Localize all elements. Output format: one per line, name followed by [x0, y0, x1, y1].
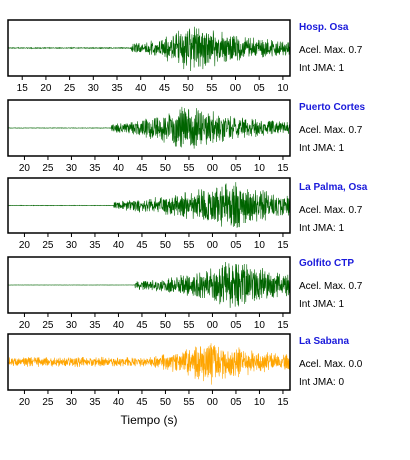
x-tick-label: 55 [206, 83, 218, 94]
station-name: Hosp. Osa [299, 22, 349, 33]
x-tick-label: 35 [89, 320, 101, 331]
x-tick-label: 35 [89, 240, 101, 251]
jma-intensity-label: Int JMA: 1 [299, 299, 345, 310]
waveform-5 [7, 343, 291, 385]
panel-frame-3 [7, 177, 291, 234]
x-tick-label: 50 [160, 320, 172, 331]
jma-intensity-label: Int JMA: 1 [299, 223, 345, 234]
station-name: La Palma, Osa [299, 182, 368, 193]
x-tick-label: 45 [136, 240, 148, 251]
x-tick-label: 25 [42, 320, 54, 331]
x-tick-label: 40 [135, 83, 147, 94]
panel-frame-4 [7, 256, 291, 314]
x-tick-label: 15 [277, 320, 289, 331]
x-tick-label: 30 [66, 397, 78, 408]
x-tick-label: 05 [230, 240, 242, 251]
x-tick-label: 55 [183, 240, 195, 251]
panel-frame-5 [7, 333, 291, 391]
x-tick-label: 00 [207, 163, 219, 174]
x-tick-label: 55 [183, 397, 195, 408]
x-tick-label: 10 [254, 163, 266, 174]
x-tick-label: 45 [136, 397, 148, 408]
waveform-1 [7, 26, 291, 71]
max-acceleration-label: Acel. Max. 0.7 [299, 205, 363, 216]
waveform-3 [7, 182, 291, 228]
x-tick-label: 20 [19, 163, 31, 174]
x-tick-label: 55 [183, 320, 195, 331]
jma-intensity-label: Int JMA: 1 [299, 143, 345, 154]
x-tick-label: 10 [277, 83, 289, 94]
x-tick-label: 05 [254, 83, 266, 94]
x-tick-label: 30 [66, 163, 78, 174]
x-tick-label: 25 [42, 240, 54, 251]
jma-intensity-label: Int JMA: 1 [299, 63, 345, 74]
x-tick-label: 35 [89, 397, 101, 408]
x-tick-label: 50 [160, 163, 172, 174]
x-tick-label: 05 [230, 320, 242, 331]
station-name: Golfito CTP [299, 258, 354, 269]
x-tick-label: 45 [136, 320, 148, 331]
x-tick-label: 40 [113, 397, 125, 408]
x-tick-label: 05 [230, 163, 242, 174]
x-tick-label: 25 [42, 397, 54, 408]
panel-frame-2 [7, 99, 291, 157]
x-tick-label: 45 [136, 163, 148, 174]
waveform-2 [7, 106, 291, 149]
x-tick-label: 05 [230, 397, 242, 408]
jma-intensity-label: Int JMA: 0 [299, 377, 345, 388]
x-tick-label: 25 [64, 83, 76, 94]
x-tick-label: 00 [207, 240, 219, 251]
x-tick-label: 10 [254, 320, 266, 331]
max-acceleration-label: Acel. Max. 0.7 [299, 125, 363, 136]
x-tick-label: 50 [160, 397, 172, 408]
x-tick-label: 15 [17, 83, 29, 94]
station-name: La Sabana [299, 336, 350, 347]
x-tick-label: 35 [89, 163, 101, 174]
x-tick-label: 20 [40, 83, 52, 94]
x-tick-label: 20 [19, 320, 31, 331]
x-tick-label: 10 [254, 397, 266, 408]
x-tick-label: 30 [66, 320, 78, 331]
x-tick-label: 35 [111, 83, 123, 94]
x-tick-label: 55 [183, 163, 195, 174]
panel-frame-1 [7, 19, 291, 77]
x-tick-label: 15 [277, 240, 289, 251]
x-tick-label: 40 [113, 163, 125, 174]
x-tick-label: 40 [113, 320, 125, 331]
x-tick-label: 30 [66, 240, 78, 251]
x-tick-label: 50 [183, 83, 195, 94]
x-tick-label: 10 [254, 240, 266, 251]
station-name: Puerto Cortes [299, 102, 366, 113]
x-tick-label: 15 [277, 163, 289, 174]
x-axis-label: Tiempo (s) [120, 413, 178, 427]
x-tick-label: 15 [277, 397, 289, 408]
max-acceleration-label: Acel. Max. 0.0 [299, 359, 363, 370]
x-tick-label: 00 [230, 83, 242, 94]
x-tick-label: 20 [19, 397, 31, 408]
waveform-4 [7, 262, 291, 308]
x-tick-label: 20 [19, 240, 31, 251]
x-tick-label: 40 [113, 240, 125, 251]
x-tick-label: 30 [88, 83, 100, 94]
x-tick-label: 00 [207, 397, 219, 408]
max-acceleration-label: Acel. Max. 0.7 [299, 45, 363, 56]
x-tick-label: 50 [160, 240, 172, 251]
max-acceleration-label: Acel. Max. 0.7 [299, 281, 363, 292]
x-tick-label: 45 [159, 83, 171, 94]
x-tick-label: 00 [207, 320, 219, 331]
x-tick-label: 25 [42, 163, 54, 174]
